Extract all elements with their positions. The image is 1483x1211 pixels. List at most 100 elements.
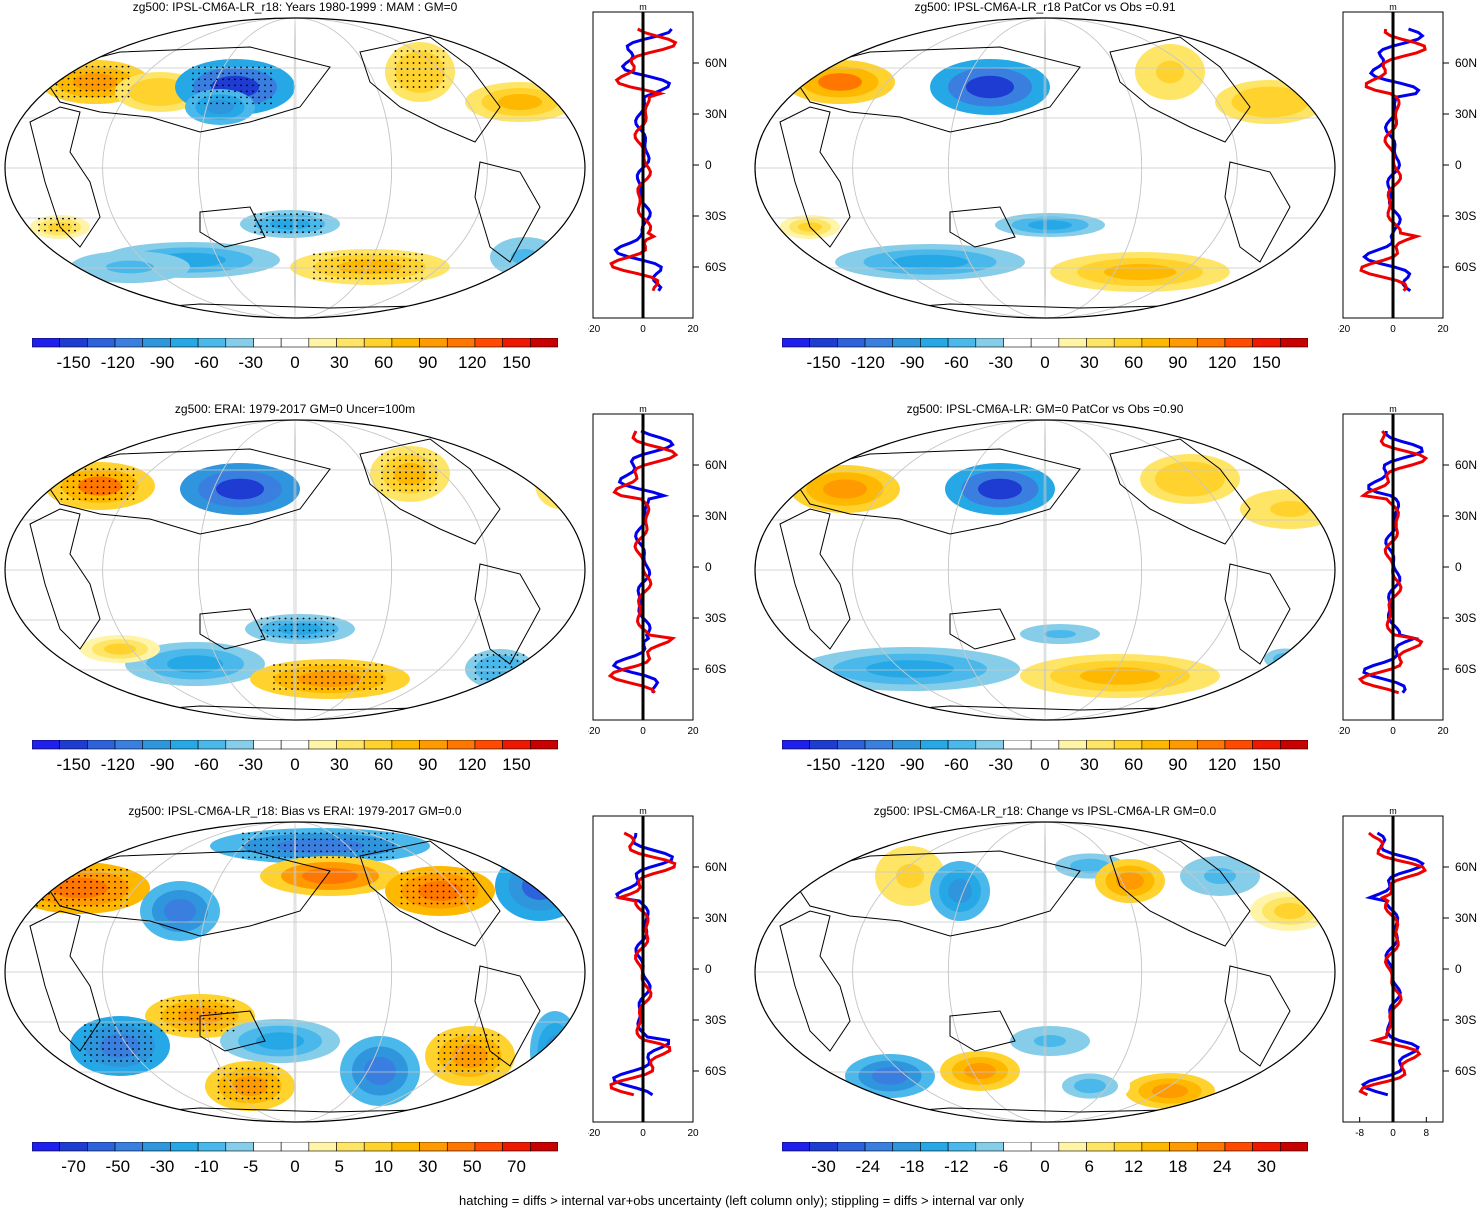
stipple-dot xyxy=(96,898,98,901)
stipple-dot xyxy=(36,892,38,895)
stipple-dot xyxy=(486,660,489,662)
colorbar-cell xyxy=(1113,740,1143,750)
stipple-dot xyxy=(387,477,389,480)
stipple-dot xyxy=(226,1023,229,1026)
stipple-dot xyxy=(90,468,93,471)
coastline xyxy=(359,438,501,545)
colorbar-cell xyxy=(59,338,88,348)
stipple-dot xyxy=(442,56,445,58)
stipple-dot xyxy=(418,56,421,58)
stipple-dot xyxy=(351,688,353,690)
stipple-dot xyxy=(357,688,359,690)
stipple-dot xyxy=(314,629,317,632)
colorbar-cell xyxy=(280,740,310,750)
stipple-dot xyxy=(226,1017,229,1020)
stipple-dot xyxy=(321,676,323,678)
stipple-dot xyxy=(473,1034,476,1036)
stipple-dot xyxy=(449,1058,452,1060)
stipple-dot xyxy=(380,832,382,835)
stipple-dot xyxy=(114,904,116,907)
stipple-dot xyxy=(355,259,357,262)
stipple-dot xyxy=(90,892,92,895)
stipple-dot xyxy=(61,65,64,68)
stipple-dot xyxy=(126,898,128,901)
stipple-dot xyxy=(90,498,93,501)
stipple-dot xyxy=(138,1054,140,1056)
field-contour xyxy=(511,249,539,265)
stipple-dot xyxy=(72,880,74,883)
map-border xyxy=(4,419,586,721)
stipple-dot xyxy=(467,1058,470,1060)
field-contour xyxy=(5,1066,80,1116)
stipple-dot xyxy=(150,1036,152,1038)
stipple-dot xyxy=(232,1029,235,1032)
colorbar-tick-label: 90 xyxy=(1168,353,1187,372)
colorbar-tick-label: -30 xyxy=(811,1157,836,1176)
stipple-dot xyxy=(184,999,187,1002)
stipple-dot xyxy=(210,90,212,93)
stipple-dot xyxy=(272,838,274,841)
stipple-dot xyxy=(296,623,299,626)
stipple-dot xyxy=(303,688,305,690)
stipple-dot xyxy=(270,78,272,81)
stipple-dot xyxy=(326,838,328,841)
colorbar-cell xyxy=(1058,338,1087,348)
stipple-dot xyxy=(337,277,339,280)
stipple-dot xyxy=(96,486,99,489)
stipple-dot xyxy=(132,1024,134,1026)
stipple-dot xyxy=(339,664,341,666)
stipple-dot xyxy=(309,670,311,672)
stipple-dot xyxy=(302,635,305,638)
stipple-dot xyxy=(400,878,403,881)
stipple-dot xyxy=(406,80,409,82)
colorbar-cell xyxy=(920,1142,949,1152)
stipple-dot xyxy=(204,96,206,99)
colorbar-tick-label: 120 xyxy=(458,755,486,774)
stipple-dot xyxy=(166,1005,169,1008)
stipple-dot xyxy=(144,1054,146,1056)
stipple-dot xyxy=(417,459,419,462)
stipple-dot xyxy=(369,676,371,678)
x-tick-label: 20 xyxy=(687,324,699,335)
colorbar-cell xyxy=(1252,1142,1281,1152)
stipple-dot xyxy=(78,474,81,477)
stipple-dot xyxy=(108,1036,110,1038)
stipple-dot xyxy=(150,1054,152,1056)
stipple-dot xyxy=(363,676,365,678)
stipple-dot xyxy=(266,629,269,632)
field-contour xyxy=(1270,501,1310,517)
stipple-dot xyxy=(314,225,316,228)
stipple-dot xyxy=(473,1064,476,1066)
stipple-dot xyxy=(325,277,327,280)
stipple-dot xyxy=(265,1073,268,1076)
stipple-dot xyxy=(232,1005,235,1008)
stipple-dot xyxy=(302,617,305,620)
stipple-dot xyxy=(387,489,389,492)
stipple-dot xyxy=(418,74,421,76)
stipple-dot xyxy=(466,872,469,875)
stipple-dot xyxy=(279,682,281,684)
stipple-dot xyxy=(314,213,316,216)
colorbar-tick-label: 0 xyxy=(1040,353,1049,372)
stipple-dot xyxy=(406,884,409,887)
colorbar-cell xyxy=(530,1142,558,1152)
stipple-dot xyxy=(246,84,248,87)
stipple-dot xyxy=(406,890,409,893)
stipple-dot xyxy=(290,213,292,216)
stipple-dot xyxy=(290,856,292,859)
field-contour xyxy=(1292,1055,1328,1077)
stipple-dot xyxy=(497,1052,500,1054)
stipple-dot xyxy=(121,83,124,86)
stipple-dot xyxy=(55,83,58,86)
stipple-dot xyxy=(345,682,347,684)
stipple-dot xyxy=(126,1054,128,1056)
stipple-dot xyxy=(424,890,427,893)
lat-tick-label: 0 xyxy=(705,962,712,976)
stipple-dot xyxy=(338,856,340,859)
stipple-dot xyxy=(265,1079,268,1082)
stipple-dot xyxy=(479,1046,482,1048)
field-contour xyxy=(1264,648,1306,670)
stipple-dot xyxy=(278,844,280,847)
stipple-dot xyxy=(296,219,298,222)
